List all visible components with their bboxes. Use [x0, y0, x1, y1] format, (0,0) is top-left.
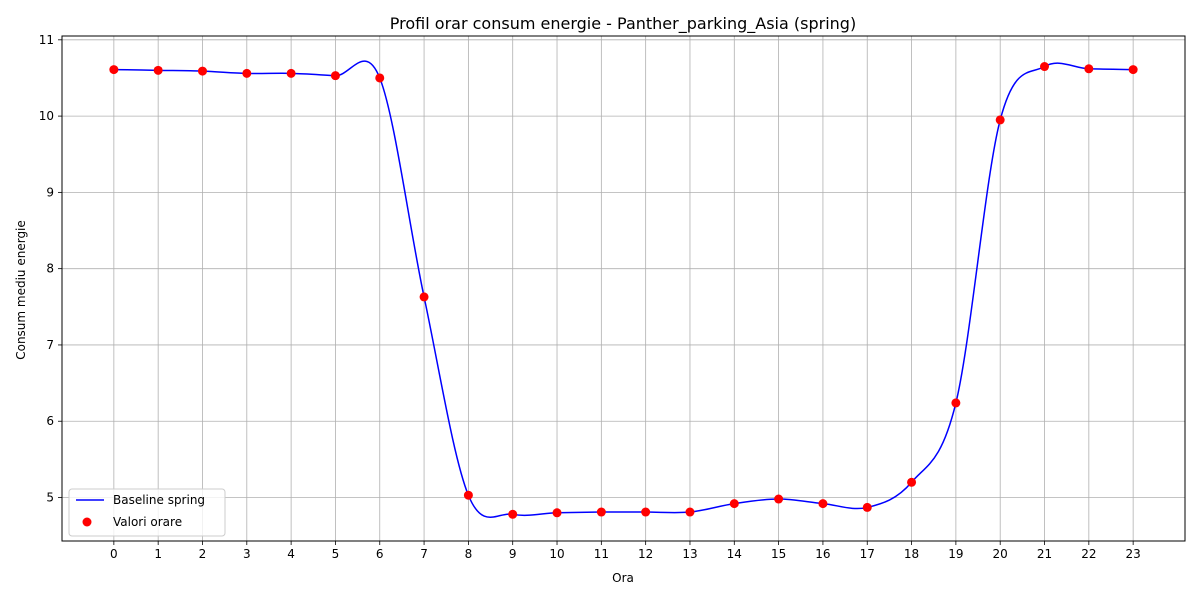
legend: Baseline spring Valori orare — [68, 488, 226, 537]
x-tick-label: 23 — [1126, 547, 1141, 561]
y-axis-ticks: 5 6 7 8 9 10 11 — [39, 33, 62, 505]
data-point — [685, 507, 695, 517]
data-point — [1128, 65, 1138, 75]
series-points-group — [109, 62, 1138, 519]
x-tick-label: 3 — [243, 547, 251, 561]
x-tick-label: 12 — [638, 547, 653, 561]
x-tick-label: 6 — [376, 547, 384, 561]
legend-point-marker — [82, 517, 92, 527]
legend-label-line: Baseline spring — [113, 493, 205, 507]
y-tick-label: 11 — [39, 33, 54, 47]
data-point — [197, 66, 207, 76]
data-point — [242, 68, 252, 78]
x-tick-label: 15 — [771, 547, 786, 561]
x-tick-label: 17 — [860, 547, 875, 561]
y-tick-label: 6 — [46, 414, 54, 428]
x-axis-ticks: 0 1 2 3 4 5 6 7 8 9 10 11 12 13 14 15 16 17 18 19 20 21 22 23 — [110, 541, 1141, 561]
data-point — [375, 73, 385, 83]
x-tick-label: 10 — [549, 547, 564, 561]
x-tick-label: 21 — [1037, 547, 1052, 561]
series-line-baseline-spring — [113, 60, 1134, 518]
data-point — [729, 499, 739, 509]
data-point — [907, 477, 917, 487]
x-tick-label: 13 — [682, 547, 697, 561]
x-tick-label: 1 — [154, 547, 162, 561]
data-point — [862, 502, 872, 512]
x-tick-label: 14 — [727, 547, 742, 561]
legend-label-points: Valori orare — [113, 515, 182, 529]
x-tick-label: 16 — [815, 547, 830, 561]
data-point — [951, 398, 961, 408]
chart-title: Profil orar consum energie - Panther_par… — [390, 14, 856, 34]
data-point — [330, 71, 340, 81]
data-point — [419, 292, 429, 302]
data-point — [286, 68, 296, 78]
x-tick-label: 0 — [110, 547, 118, 561]
y-axis-label: Consum mediu energie — [14, 220, 28, 360]
y-tick-label: 9 — [46, 185, 54, 199]
x-tick-label: 22 — [1081, 547, 1096, 561]
y-tick-label: 7 — [46, 338, 54, 352]
data-point — [774, 494, 784, 504]
y-tick-label: 5 — [46, 491, 54, 505]
data-point — [818, 499, 828, 509]
data-point — [995, 115, 1005, 125]
x-tick-label: 9 — [509, 547, 517, 561]
y-tick-label: 10 — [39, 109, 54, 123]
x-tick-label: 19 — [948, 547, 963, 561]
x-tick-label: 11 — [594, 547, 609, 561]
x-tick-label: 8 — [465, 547, 473, 561]
data-point — [596, 507, 606, 517]
data-point — [109, 65, 119, 75]
data-point — [463, 490, 473, 500]
grid — [62, 36, 1185, 541]
data-point — [508, 509, 518, 519]
x-tick-label: 20 — [993, 547, 1008, 561]
x-axis-label: Ora — [612, 571, 634, 585]
x-tick-label: 7 — [420, 547, 428, 561]
y-tick-label: 8 — [46, 262, 54, 276]
data-point — [1040, 62, 1050, 72]
x-tick-label: 2 — [199, 547, 207, 561]
x-tick-label: 4 — [287, 547, 295, 561]
legend-box — [68, 488, 226, 537]
x-tick-label: 5 — [332, 547, 340, 561]
x-tick-label: 18 — [904, 547, 919, 561]
data-point — [153, 65, 163, 75]
data-point — [641, 507, 651, 517]
axes-frame — [61, 35, 1186, 542]
data-point — [1084, 64, 1094, 74]
data-point — [552, 508, 562, 518]
series-line-group — [113, 60, 1134, 518]
